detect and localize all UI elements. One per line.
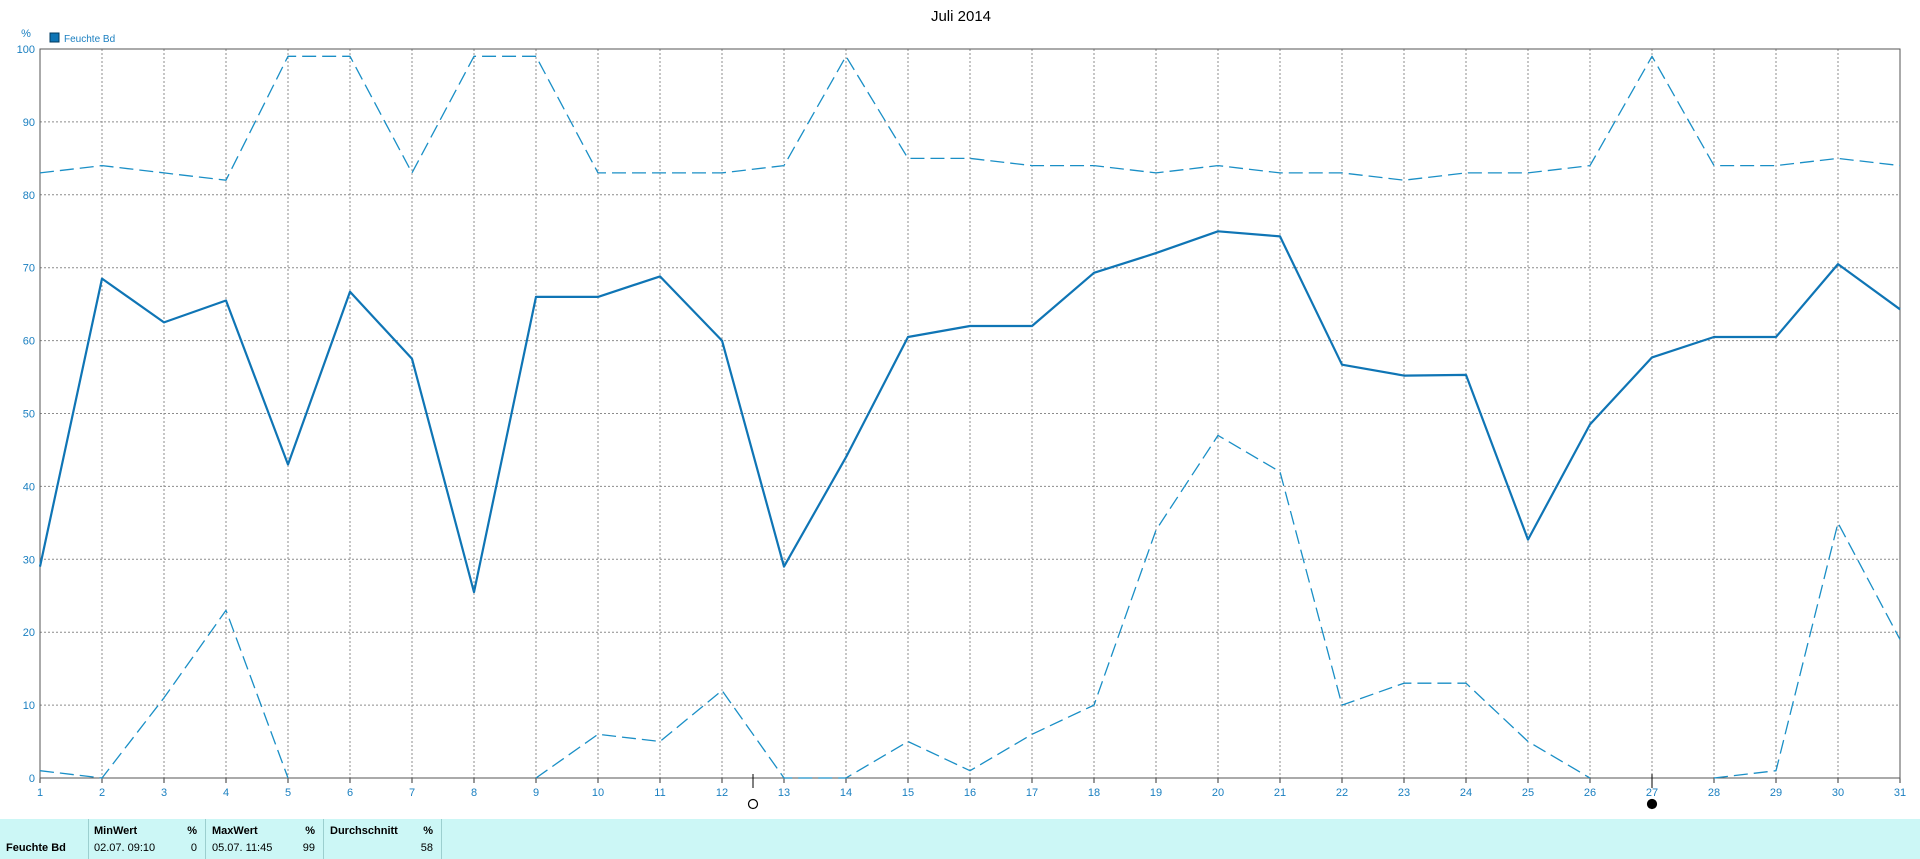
min-datetime: 02.07. 09:10: [94, 842, 156, 854]
y-tick-label: 90: [23, 117, 35, 129]
x-tick-label: 30: [1832, 787, 1844, 799]
full-moon-icon: [1646, 798, 1658, 810]
max-datetime: 05.07. 11:45: [212, 842, 273, 854]
avg-unit: %: [423, 825, 433, 837]
x-tick-label: 1: [37, 787, 43, 799]
x-tick-label: 5: [285, 787, 291, 799]
x-tick-label: 6: [347, 787, 353, 799]
x-tick-label: 16: [964, 787, 976, 799]
max-header: MaxWert: [212, 825, 258, 837]
min-header: MinWert: [94, 825, 138, 837]
legend-label: Feuchte Bd: [64, 34, 115, 45]
max-value-cell: MaxWert % 05.07. 11:45 99: [206, 819, 324, 859]
stats-divider: [88, 819, 89, 859]
x-tick-label: 21: [1274, 787, 1286, 799]
x-tick-label: 14: [840, 787, 852, 799]
x-tick-label: 26: [1584, 787, 1596, 799]
x-tick-label: 28: [1708, 787, 1720, 799]
y-tick-label: 80: [23, 190, 35, 202]
x-tick-label: 13: [778, 787, 790, 799]
x-tick-label: 25: [1522, 787, 1534, 799]
series-lines: [38, 55, 1901, 779]
legend: Feuchte Bd: [49, 32, 115, 45]
x-tick-label: 22: [1336, 787, 1348, 799]
x-tick-label: 9: [533, 787, 539, 799]
x-tick-label: 3: [161, 787, 167, 799]
x-tick-label: 15: [902, 787, 914, 799]
x-tick-label: 11: [654, 787, 665, 799]
min-value-cell: MinWert % 02.07. 09:10 0: [88, 819, 206, 859]
x-tick-label: 2: [99, 787, 105, 799]
x-tick-label: 24: [1460, 787, 1472, 799]
moon-markers: [747, 774, 1658, 810]
new-moon-icon: [747, 798, 759, 810]
x-tick-label: 7: [409, 787, 415, 799]
stats-series-name: Feuchte Bd: [6, 842, 66, 854]
grid: [40, 49, 1900, 778]
x-tick-label: 27: [1646, 787, 1658, 799]
legend-swatch: [49, 32, 60, 43]
humidity-chart: Juli 2014 % Feuchte Bd 0 10 20 30 40 50 60 70 80…: [17, 8, 1906, 810]
average-cell: Durchschnitt % 58: [324, 819, 442, 859]
max-value: 99: [302, 842, 315, 854]
x-tick-label: 18: [1088, 787, 1100, 799]
y-axis-unit: %: [21, 28, 31, 40]
y-tick-label: 30: [23, 554, 35, 566]
y-tick-label: 70: [23, 263, 35, 275]
x-tick-label: 8: [471, 787, 477, 799]
series-line-max: [39, 55, 1901, 181]
x-tick-label: 23: [1398, 787, 1410, 799]
avg-header: Durchschnitt: [330, 825, 398, 837]
series-line-min: [39, 434, 1901, 779]
y-tick-label: 10: [23, 700, 35, 712]
x-tick-label: 31: [1894, 787, 1906, 799]
chart-title: Juli 2014: [931, 8, 991, 25]
y-tick-label: 0: [29, 773, 35, 785]
x-tick-label: 10: [592, 787, 604, 799]
plot-frame: [39, 48, 1901, 779]
min-value: 0: [190, 842, 197, 854]
y-tick-label: 50: [23, 409, 35, 421]
x-tick-label: 19: [1150, 787, 1162, 799]
y-tick-label: 60: [23, 336, 35, 348]
x-tick-label: 4: [223, 787, 229, 799]
max-unit: %: [305, 825, 315, 837]
min-unit: %: [187, 825, 197, 837]
y-tick-label: 20: [23, 627, 35, 639]
x-tick-label: 29: [1770, 787, 1782, 799]
x-tick-label: 17: [1026, 787, 1038, 799]
y-tick-label: 40: [23, 481, 35, 493]
x-tick-label: 20: [1212, 787, 1224, 799]
stats-table: Feuchte Bd MinWert % 02.07. 09:10 0 MaxW…: [0, 819, 1920, 859]
series-line-average: [38, 230, 1901, 594]
avg-value: 58: [420, 842, 433, 854]
x-tick-label: 12: [716, 787, 728, 799]
y-tick-label: 100: [17, 44, 35, 56]
